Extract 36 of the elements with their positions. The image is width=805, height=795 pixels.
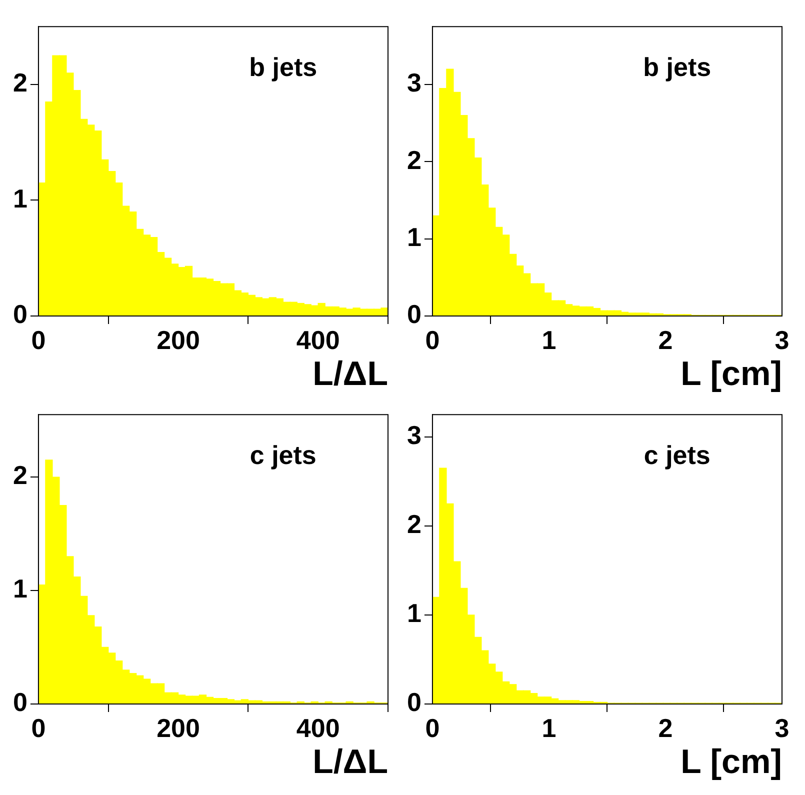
y-tick-label: 3 [406,420,422,450]
x-tick-label: 0 [31,712,46,743]
x-tick-label: 400 [296,324,340,355]
y-tick-label: 2 [12,68,28,98]
y-tick-label: 3 [406,68,422,98]
y-tick-label: 1 [406,222,422,252]
x-tick-label: 1 [542,712,556,743]
x-tick-label: 3 [774,712,790,743]
x-tick-label: 0 [425,324,440,355]
y-tick-label: 0 [12,299,28,330]
x-tick-label: 2 [658,324,673,355]
y-tick-label: 0 [12,687,28,718]
y-tick-label: 1 [12,574,28,604]
y-tick-label: 0 [406,687,422,718]
annotation: b jets [643,52,712,82]
y-tick-label: 2 [406,509,422,540]
x-tick-label: 400 [296,712,340,743]
annotation: c jets [250,440,316,470]
x-tick-label: 3 [774,324,790,355]
x-tick-label: 200 [156,712,200,743]
x-axis-title: L/ΔL [312,354,388,393]
x-tick-label: 2 [658,712,673,743]
x-tick-label: 0 [425,712,440,743]
annotation: b jets [249,52,318,82]
y-tick-label: 1 [406,598,422,628]
x-tick-label: 200 [156,324,200,355]
y-tick-label: 0 [406,299,422,330]
x-tick-label: 0 [31,324,46,355]
x-axis-title: L/ΔL [312,742,388,781]
x-axis-title: L [cm] [680,354,782,393]
y-tick-label: 1 [12,183,28,214]
annotation: c jets [644,440,710,470]
y-tick-label: 2 [406,144,422,175]
y-tick-label: 2 [12,460,28,490]
x-tick-label: 1 [542,324,556,355]
x-axis-title: L [cm] [680,742,782,781]
